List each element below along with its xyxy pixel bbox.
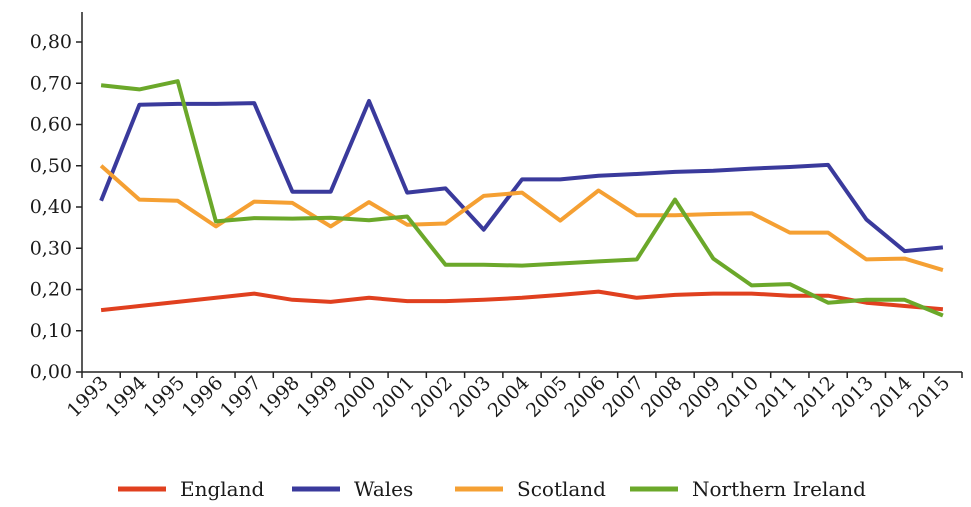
y-tick-label: 0,30 bbox=[30, 237, 72, 259]
y-tick-label: 0,00 bbox=[30, 361, 72, 383]
series-line-scotland bbox=[99, 164, 944, 273]
x-tick-label: 2009 bbox=[675, 372, 725, 422]
y-tick-label: 0,10 bbox=[30, 320, 72, 342]
legend-label-scotland: Scotland bbox=[517, 477, 606, 501]
y-tick-label: 0,20 bbox=[30, 279, 72, 301]
y-axis-ticks: 0,00 0,10 0,20 0,30 0,40 0,50 0,60 0,70 0,80 bbox=[30, 31, 82, 383]
y-tick-label: 0,80 bbox=[30, 31, 72, 53]
y-tick-label: 0,50 bbox=[30, 155, 72, 177]
x-tick-label: 2005 bbox=[522, 372, 572, 422]
x-tick-label: 2015 bbox=[905, 372, 955, 422]
legend-label-wales: Wales bbox=[354, 477, 413, 501]
x-tick-label: 1995 bbox=[139, 372, 189, 422]
x-tick-label: 2006 bbox=[560, 372, 610, 422]
x-tick-label: 2010 bbox=[713, 372, 763, 422]
y-tick-label: 0,70 bbox=[30, 72, 72, 94]
x-tick-label: 2008 bbox=[637, 372, 687, 422]
x-tick-label: 1994 bbox=[101, 372, 151, 422]
x-tick-label: 2002 bbox=[407, 372, 457, 422]
x-tick-label: 2001 bbox=[369, 372, 419, 422]
x-tick-label: 2011 bbox=[752, 372, 802, 422]
x-tick-label: 1997 bbox=[216, 372, 266, 422]
series-line-northern-ireland bbox=[100, 79, 944, 318]
x-tick-label: 1996 bbox=[178, 372, 228, 422]
series-line-wales bbox=[99, 99, 944, 254]
x-tick-label: 2003 bbox=[446, 372, 496, 422]
legend-label-northern-ireland: Northern Ireland bbox=[692, 477, 866, 501]
x-tick-label: 1999 bbox=[292, 372, 342, 422]
series-lines bbox=[99, 79, 944, 318]
y-tick-label: 0,60 bbox=[30, 114, 72, 136]
x-tick-label: 2004 bbox=[484, 372, 534, 422]
legend-label-england: England bbox=[180, 477, 264, 501]
x-tick-label: 2007 bbox=[599, 372, 649, 422]
x-tick-label: 1998 bbox=[254, 372, 304, 422]
x-tick-label: 2013 bbox=[828, 372, 878, 422]
x-tick-label: 2014 bbox=[866, 372, 916, 422]
x-tick-label: 2000 bbox=[331, 372, 381, 422]
legend: England Wales Scotland Northern Ireland bbox=[118, 477, 866, 501]
x-axis-ticks: 1993199419951996199719981999200020012002… bbox=[63, 372, 963, 422]
y-tick-label: 0,40 bbox=[30, 196, 72, 218]
axes bbox=[81, 12, 962, 373]
series-line-england bbox=[100, 289, 944, 313]
x-tick-label: 2012 bbox=[790, 372, 840, 422]
